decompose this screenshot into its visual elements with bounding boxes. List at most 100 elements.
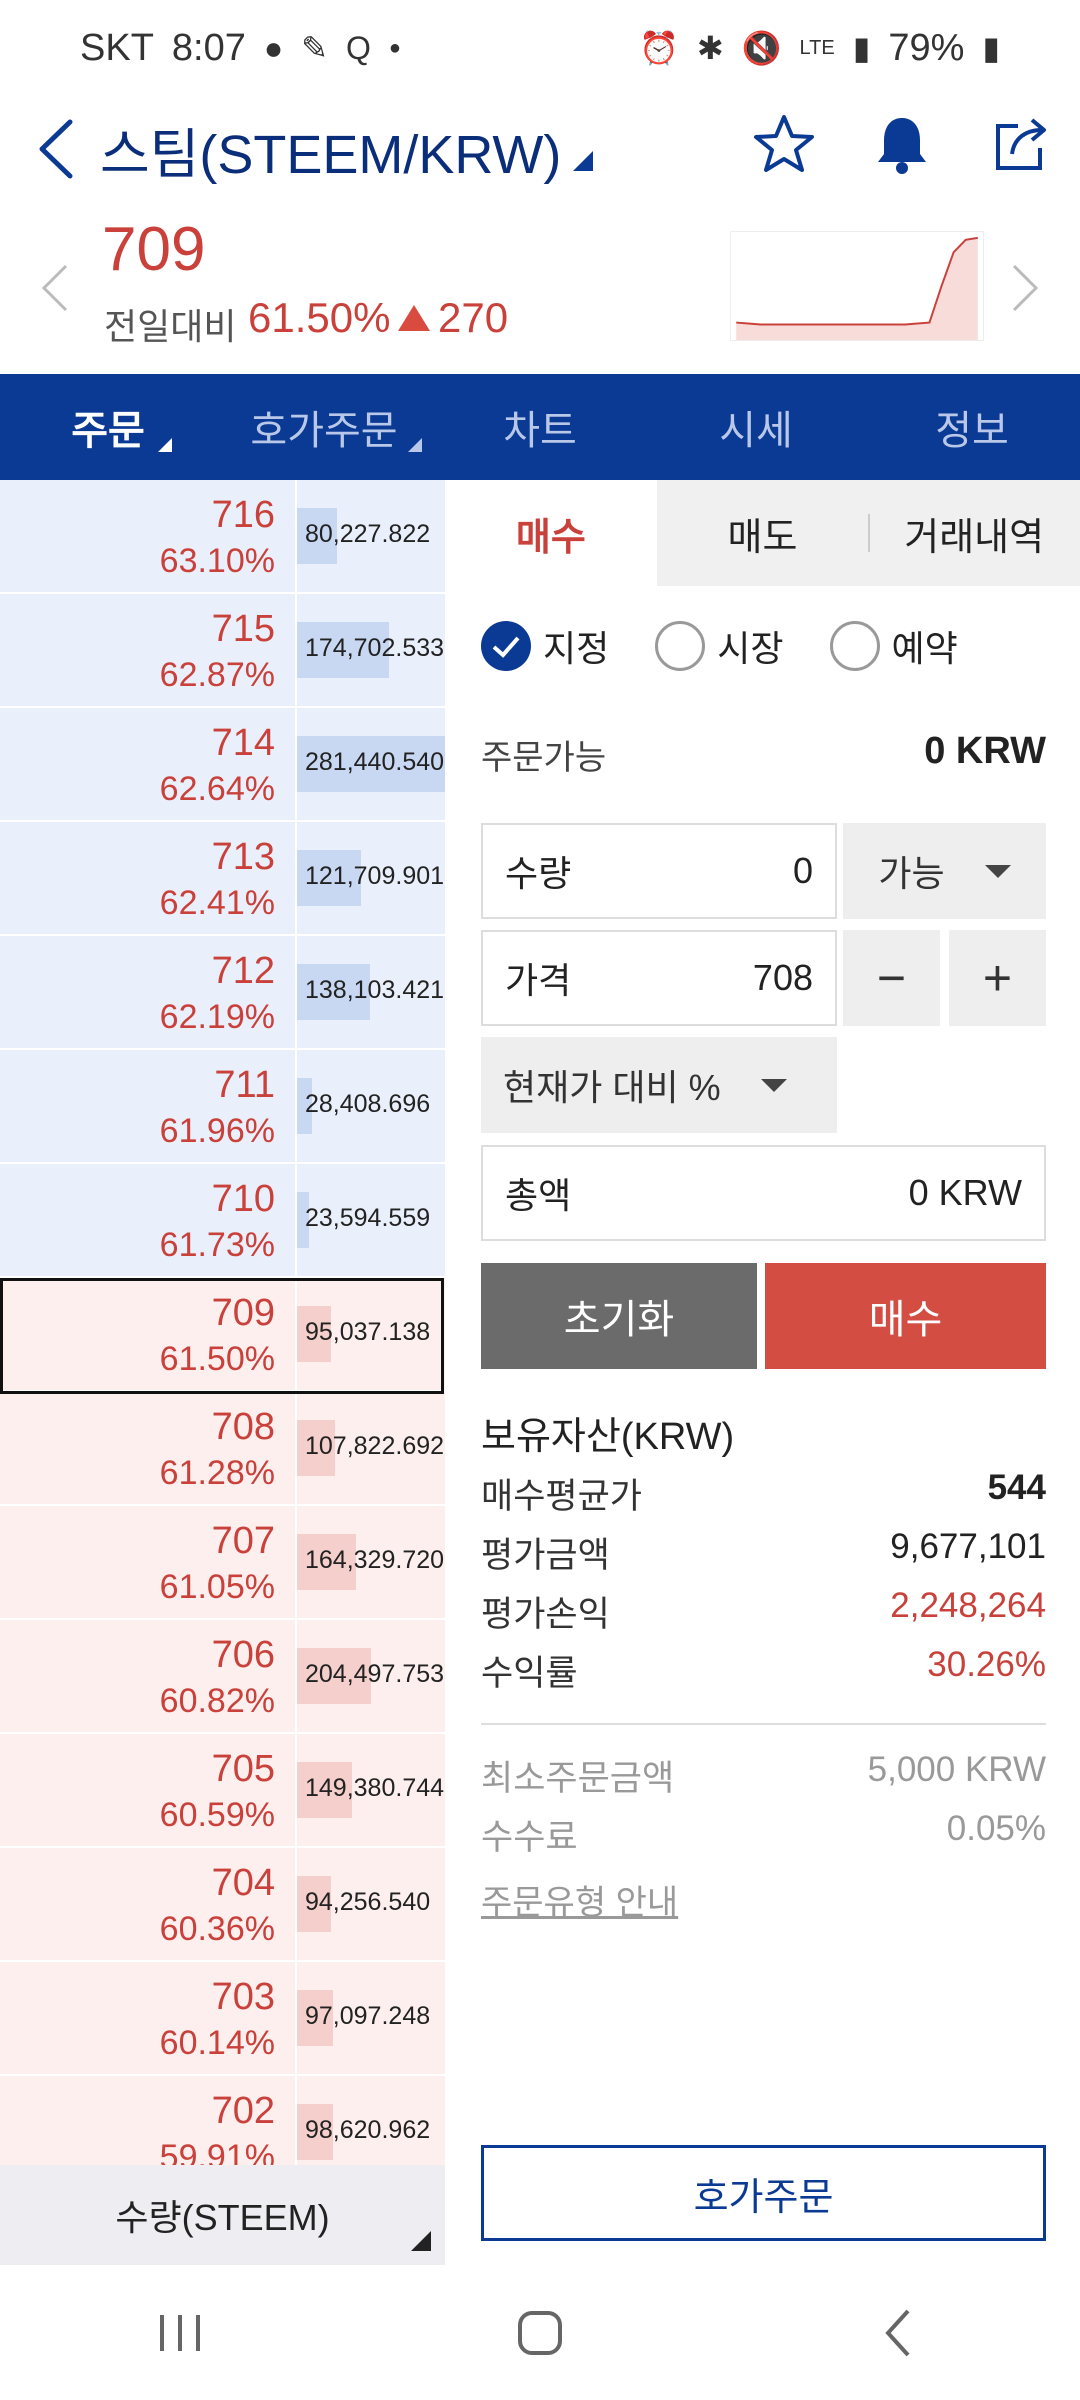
orderbook-qty-cell: 98,620.962 [297,2076,445,2165]
tab-hoga-order[interactable]: 호가주문 [216,374,432,480]
orderbook-row[interactable]: 703 60.14% 97,097.248 [0,1962,445,2076]
plus-icon: + [982,950,1013,1006]
orderbook-volume-bar [297,736,445,792]
subtab-sell-label: 매도 [727,516,798,559]
orderbook-quantity: 164,329.720 [305,1546,445,1574]
orderbook-row[interactable]: 714 62.64% 281,440.540 [0,708,445,822]
percent-of-price-dropdown[interactable]: 현재가 대비 % [481,1037,837,1133]
orderbook-row[interactable]: 711 61.96% 28,408.696 [0,1050,445,1164]
hoga-order-button[interactable]: 호가주문 [481,2145,1046,2241]
orderbook-row[interactable]: 709 61.50% 95,037.138 [0,1278,445,1392]
prev-coin-icon[interactable] [36,258,76,318]
orderbook-volume-bar [297,1534,356,1590]
orderbook-percent: 62.41% [159,884,275,922]
orderbook-price-cell[interactable]: 713 62.41% [0,822,295,934]
orderbook-row[interactable]: 704 60.36% 94,256.540 [0,1848,445,1962]
diff-label: 전일대비 [104,306,237,347]
return-rate-label: 수익률 [481,1654,578,1693]
orderbook-row[interactable]: 706 60.82% 204,497.753 [0,1620,445,1734]
orderbook-row[interactable]: 702 59.91% 98,620.962 [0,2076,445,2165]
radio-market[interactable]: 시장 [655,620,784,672]
avg-buy-price-row: 매수평균가 544 [481,1468,1046,1519]
orderbook-volume-bar [297,1762,352,1818]
orderbook-row[interactable]: 716 63.10% 80,227.822 [0,480,445,594]
favorite-star-icon[interactable] [752,112,816,176]
notification-bell-icon[interactable] [870,112,934,176]
price-minus-button[interactable]: − [843,930,940,1026]
tab-order[interactable]: 주문 [0,374,216,480]
orderbook-price-cell[interactable]: 706 60.82% [0,1620,295,1732]
orderbook-row[interactable]: 705 60.59% 149,380.744 [0,1734,445,1848]
carrier: SKT [80,26,154,69]
orderbook-price-cell[interactable]: 716 63.10% [0,480,295,592]
back-arrow-icon[interactable] [28,114,88,184]
back-icon[interactable] [860,2293,940,2373]
share-icon[interactable] [988,112,1052,176]
return-rate-value: 30.26% [927,1645,1046,1684]
recent-apps-icon[interactable] [140,2293,220,2373]
orderbook-row[interactable]: 712 62.19% 138,103.421 [0,936,445,1050]
orderbook-row[interactable]: 715 62.87% 174,702.533 [0,594,445,708]
orderbook-qty-cell: 80,227.822 [297,480,445,592]
order-book[interactable]: 716 63.10% 80,227.822 715 62.87% 174,702.533 7… [0,480,445,2165]
home-icon[interactable] [500,2293,580,2373]
price-plus-button[interactable]: + [949,930,1046,1026]
orderbook-percent: 60.36% [159,1910,275,1948]
price-input[interactable]: 가격 708 [481,930,837,1026]
radio-limit[interactable]: 지정 [481,620,609,672]
quantity-available-dropdown[interactable]: 가능 [843,823,1046,919]
orderbook-row[interactable]: 710 61.73% 23,594.559 [0,1164,445,1278]
orderbook-percent: 61.28% [159,1454,275,1492]
subtab-buy[interactable]: 매수 [445,480,657,586]
diff-percent: 61.50% [248,294,391,341]
orderbook-price-cell[interactable]: 704 60.36% [0,1848,295,1960]
orderbook-percent: 61.96% [159,1112,275,1150]
radio-reserve[interactable]: 예약 [829,620,958,672]
divider [481,1723,1046,1725]
price-value: 708 [752,957,813,998]
orderbook-unit-selector[interactable]: 수량(STEEM) [0,2165,445,2265]
order-type-guide-link[interactable]: 주문유형 안내 [481,1884,679,1922]
subtab-history[interactable]: 거래내역 [868,480,1080,586]
orderbook-price-cell[interactable]: 712 62.19% [0,936,295,1048]
orderbook-qty-cell: 174,702.533 [297,594,445,706]
tab-chart[interactable]: 차트 [432,374,648,480]
radio-circle-icon [829,621,880,671]
orderbook-percent: 61.05% [159,1568,275,1606]
tab-info[interactable]: 정보 [864,374,1080,480]
orderbook-price-cell[interactable]: 703 60.14% [0,1962,295,2074]
price-sparkline[interactable] [730,231,984,341]
orderbook-percent: 62.87% [159,656,275,694]
orderbook-row[interactable]: 713 62.41% 121,709.901 [0,822,445,936]
tab-quotes[interactable]: 시세 [648,374,864,480]
total-label: 총액 [505,1175,572,1216]
orderbook-price-cell[interactable]: 710 61.73% [0,1164,295,1276]
orderbook-quantity: 121,709.901 [305,862,445,890]
market-title[interactable]: 스팀(STEEM/KRW) [100,110,594,189]
orderbook-price: 708 [211,1406,275,1448]
quantity-input[interactable]: 수량 0 [481,823,837,919]
orderbook-price-cell[interactable]: 708 61.28% [0,1392,295,1504]
orderbook-row[interactable]: 707 61.05% 164,329.720 [0,1506,445,1620]
unit-dropdown-corner-icon [411,2231,431,2251]
buy-button[interactable]: 매수 [765,1263,1046,1369]
orderbook-row[interactable]: 708 61.28% 107,822.692 [0,1392,445,1506]
total-input[interactable]: 총액 0 KRW [481,1145,1046,1241]
avg-buy-price-value: 544 [987,1468,1046,1507]
orderbook-price-cell[interactable]: 711 61.96% [0,1050,295,1162]
min-order-label: 최소주문금액 [481,1759,675,1798]
next-coin-icon[interactable] [1004,258,1044,318]
orderbook-price-cell[interactable]: 714 62.64% [0,708,295,820]
subtab-sell[interactable]: 매도 [657,480,869,586]
orderbook-price-cell[interactable]: 702 59.91% [0,2076,295,2165]
min-order-row: 최소주문금액 5,000 KRW [481,1750,1046,1801]
orderbook-price-cell[interactable]: 707 61.05% [0,1506,295,1618]
orderbook-price-cell[interactable]: 705 60.59% [0,1734,295,1846]
sparkline-line [736,236,978,326]
orderbook-price: 707 [211,1520,275,1562]
orderbook-price-cell[interactable]: 715 62.87% [0,594,295,706]
chevron-down-icon [760,1078,787,1092]
orderbook-price-cell[interactable]: 709 61.50% [0,1278,295,1390]
reset-button[interactable]: 초기화 [481,1263,757,1369]
orderbook-qty-cell: 107,822.692 [297,1392,445,1504]
